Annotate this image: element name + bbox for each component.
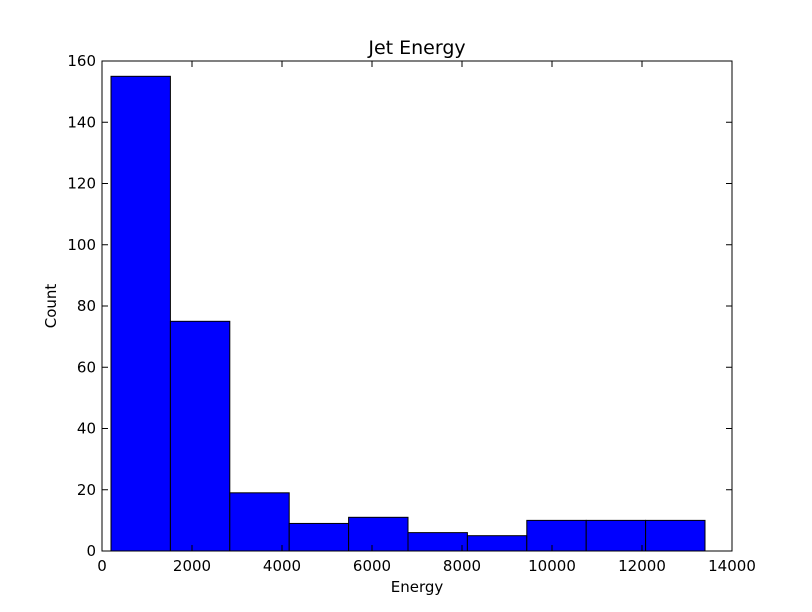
chart-title: Jet Energy bbox=[367, 37, 465, 59]
x-axis-label: Energy bbox=[391, 578, 444, 596]
histogram-bar-10 bbox=[645, 519, 706, 552]
histogram-bar-5 bbox=[348, 516, 409, 552]
y-tick-label-5: 100 bbox=[67, 236, 96, 254]
y-tick-label-1: 20 bbox=[77, 481, 96, 499]
x-tick-label-7: 14000 bbox=[708, 557, 756, 575]
x-tick-label-4: 8000 bbox=[443, 557, 481, 575]
y-tick-label-7: 140 bbox=[67, 113, 96, 131]
histogram-bar-9 bbox=[585, 519, 647, 552]
y-tick-label-8: 160 bbox=[67, 52, 96, 70]
y-axis-label: Count bbox=[42, 284, 60, 329]
x-tick-label-3: 6000 bbox=[353, 557, 391, 575]
histogram-bar-2 bbox=[169, 320, 231, 552]
x-axis-ticks: 0 2000 4000 6000 8000 10000 12000 14000 bbox=[97, 61, 756, 575]
y-tick-label-4: 80 bbox=[77, 297, 96, 315]
histogram-bar-8 bbox=[526, 519, 587, 552]
y-tick-label-0: 0 bbox=[86, 542, 96, 560]
histogram-bar-4 bbox=[288, 522, 350, 552]
plot-frame bbox=[101, 60, 733, 552]
y-axis-ticks: 0 20 40 60 80 100 120 140 160 bbox=[67, 52, 732, 560]
x-tick-label-0: 0 bbox=[97, 557, 107, 575]
x-tick-label-2: 4000 bbox=[263, 557, 301, 575]
bars-group bbox=[110, 75, 706, 552]
histogram-bar-3 bbox=[229, 492, 290, 552]
y-tick-label-2: 40 bbox=[77, 420, 96, 438]
histogram-bar-7 bbox=[466, 535, 528, 552]
x-tick-label-6: 12000 bbox=[618, 557, 666, 575]
histogram-bar-6 bbox=[407, 532, 468, 552]
y-tick-label-6: 120 bbox=[67, 175, 96, 193]
y-tick-label-3: 60 bbox=[77, 358, 96, 376]
x-tick-label-1: 2000 bbox=[173, 557, 211, 575]
histogram-bar-1 bbox=[110, 75, 171, 552]
x-tick-label-5: 10000 bbox=[528, 557, 576, 575]
